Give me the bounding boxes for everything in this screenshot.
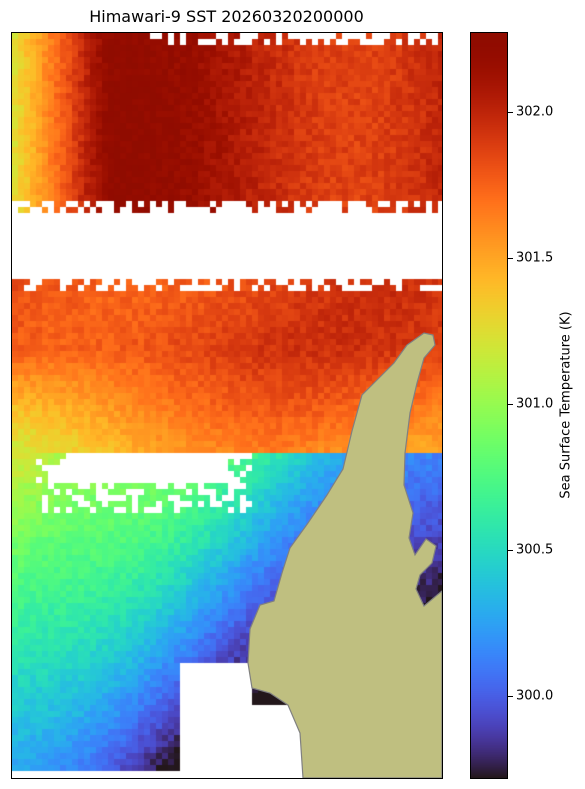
colorbar-tick-label: 301.5 (516, 250, 554, 266)
land-mass (247, 332, 442, 778)
colorbar-tick-label: 302.0 (516, 104, 554, 120)
colorbar-gradient (471, 33, 507, 778)
colorbar (470, 32, 508, 779)
colorbar-tick-label: 300.5 (516, 542, 554, 558)
chart-title: Himawari-9 SST 20260320200000 (89, 7, 364, 26)
colorbar-tick (508, 550, 513, 552)
colorbar-tick (508, 404, 513, 406)
land-layer (247, 332, 442, 778)
colorbar-tick (508, 257, 513, 259)
colorbar-tick (508, 696, 513, 698)
colorbar-tick-label: 300.0 (516, 688, 554, 704)
map-frame (11, 32, 443, 779)
colorbar-tick (508, 111, 513, 113)
colorbar-label: Sea Surface Temperature (K) (558, 311, 574, 499)
colorbar-tick-label: 301.0 (516, 396, 554, 412)
